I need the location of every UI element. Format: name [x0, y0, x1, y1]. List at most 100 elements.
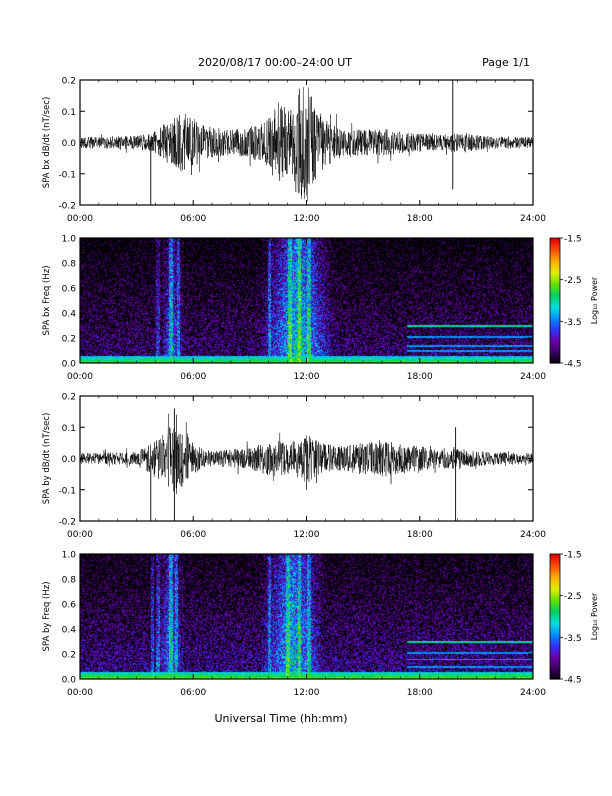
colorbar-frame [549, 553, 561, 680]
colorbar-segment [550, 620, 560, 624]
series-line [79, 413, 534, 494]
x-tick-label: 00:00 [67, 530, 93, 540]
x-tick-label: 12:00 [294, 372, 320, 382]
colorbar-segment [550, 629, 560, 632]
y-tick-label: -0.1 [58, 170, 76, 180]
colorbar-segment [550, 252, 560, 256]
colorbar-by: -1.5 -2.5 -3.5 -4.5 Log₁₀ Power [549, 551, 599, 686]
x-tick-label: 24:00 [520, 372, 546, 382]
y-tick-label: 0.4 [62, 310, 77, 320]
colorbar-segment [550, 649, 560, 653]
colorbar-segment [550, 325, 560, 329]
colorbar-segment [550, 614, 560, 618]
colorbar-segment [550, 568, 560, 572]
colorbar-segment [550, 327, 560, 331]
x-tick-label: 06:00 [180, 530, 206, 540]
colorbar-segment [550, 333, 560, 337]
colorbar-label: Log₁₀ Power [590, 276, 599, 324]
colorbar-segment [550, 564, 560, 568]
colorbar-segment [550, 647, 560, 651]
colorbar-segment [550, 269, 560, 272]
panel-2-axes: 00:00 06:00 12:00 18:00 24:00 1.0 0.8 0.6 0.4 0.2… [42, 235, 546, 383]
colorbar-segment [550, 572, 560, 576]
colorbar-segment [550, 624, 560, 628]
y-tick-label: 0.8 [62, 260, 77, 270]
colorbar-segment [550, 618, 560, 622]
colorbar-segment [550, 651, 560, 655]
colorbar-segment [550, 356, 560, 360]
colorbar-segment [550, 317, 560, 320]
colorbar-segment [550, 263, 560, 266]
colorbar-segment [550, 566, 560, 570]
colorbar-segment [550, 238, 560, 241]
colorbar-segment [550, 672, 560, 676]
colorbar-segment [550, 292, 560, 295]
colorbar-segment [550, 254, 560, 258]
colorbar-segment [550, 354, 560, 358]
colorbar-segment [550, 664, 560, 668]
y-tick-label: 0.1 [62, 108, 76, 118]
colorbar-segment [550, 645, 560, 649]
y-axis-label: SPA by dB/dt (nT/sec) [42, 413, 52, 505]
colorbar-tick-label: -2.5 [564, 276, 582, 286]
colorbar-segment [550, 300, 560, 304]
colorbar-segment [550, 285, 560, 289]
colorbar-segment [550, 323, 560, 327]
colorbar-segment [550, 304, 560, 308]
colorbar-segment [550, 271, 560, 275]
colorbar-segment [550, 579, 560, 582]
colorbar-segment [550, 597, 560, 601]
colorbar-segment [550, 581, 560, 584]
x-tick-label: 18:00 [407, 214, 433, 224]
colorbar-segment [550, 606, 560, 609]
x-tick-label: 12:00 [294, 214, 320, 224]
colorbar-segment [550, 242, 560, 245]
colorbar-segment [550, 321, 560, 325]
colorbar-segment [550, 275, 560, 279]
colorbar-segment [550, 604, 560, 607]
y-tick-label: -0.2 [58, 202, 76, 212]
x-tick-label: 06:00 [180, 372, 206, 382]
colorbar-segment [550, 608, 560, 611]
colorbar-segment [550, 335, 560, 339]
colorbar-segment [550, 290, 560, 293]
x-tick-label: 18:00 [407, 688, 433, 698]
x-tick-label: 18:00 [407, 372, 433, 382]
colorbar-segment [550, 635, 560, 638]
colorbar-segment [550, 554, 560, 557]
x-tick-label: 12:00 [294, 688, 320, 698]
colorbar-segment [550, 587, 560, 591]
colorbar-segment [550, 666, 560, 670]
colorbar-segment [550, 591, 560, 595]
plot-frame [79, 553, 534, 680]
colorbar-segment [550, 329, 560, 333]
colorbar-segment [550, 583, 560, 586]
colorbar-segment [550, 265, 560, 268]
colorbar-segment [550, 308, 560, 312]
colorbar-segment [550, 283, 560, 287]
colorbar-tick-label: -3.5 [564, 634, 582, 644]
x-tick-label: 24:00 [520, 688, 546, 698]
y-tick-label: -0.1 [58, 486, 76, 496]
panels-group: 00:00 06:00 12:00 18:00 24:00 0.2 0.1 0.0 -0.1 -0… [42, 77, 599, 699]
colorbar-segment [550, 616, 560, 620]
x-tick-label: 00:00 [67, 372, 93, 382]
y-tick-label: 0.2 [62, 651, 76, 661]
colorbar-segment [550, 279, 560, 283]
colorbar-bx: -1.5 -2.5 -3.5 -4.5 Log₁₀ Power [549, 235, 599, 370]
x-tick-label: 06:00 [180, 214, 206, 224]
y-tick-label: 0.1 [62, 424, 76, 434]
colorbar-segment [550, 660, 560, 663]
colorbar-segment [550, 346, 560, 350]
colorbar-segment [550, 315, 560, 318]
plot-frame [79, 237, 534, 364]
colorbar-segment [550, 310, 560, 314]
y-tick-label: 0.0 [62, 139, 77, 149]
x-tick-label: 24:00 [520, 214, 546, 224]
colorbar-segment [550, 350, 560, 354]
colorbar-segment [550, 639, 560, 643]
plot-frame [79, 395, 534, 522]
colorbar-tick-label: -4.5 [564, 360, 582, 370]
colorbar-segment [550, 610, 560, 613]
